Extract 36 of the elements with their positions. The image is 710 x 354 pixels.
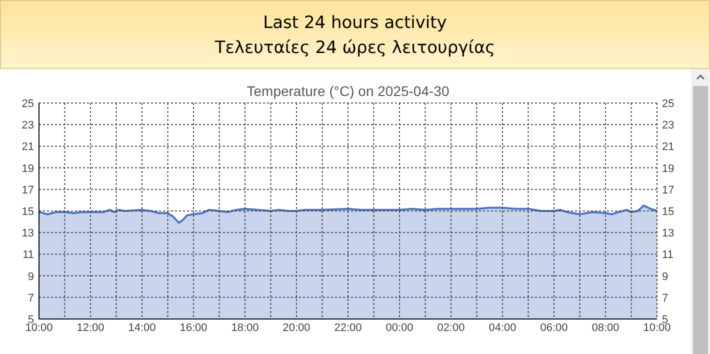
x-tick-label: 02:00 [437,322,465,334]
x-tick-label: 10:00 [25,322,53,334]
y-tick-label: 13 [22,228,34,240]
y2-tick-label: 13 [662,228,674,240]
y2-tick-label: 21 [662,141,674,154]
x-tick-label: 00:00 [386,322,414,334]
y2-tick-label: 7 [662,292,668,304]
y2-tick-label: 9 [662,270,668,283]
chart-title: Last 24 hours activity [263,13,447,33]
x-tick-label: 14:00 [128,322,156,334]
x-tick-label: 16:00 [180,322,208,334]
y-tick-label: 11 [22,249,34,262]
x-tick-label: 18:00 [231,322,259,334]
x-tick-label: 06:00 [540,322,568,334]
y-tick-label: 7 [28,292,34,304]
y2-tick-label: 25 [662,98,674,110]
x-tick-label: 20:00 [282,322,310,334]
y2-tick-label: 15 [662,206,674,218]
chart-subtitle: Τελευταίες 24 ώρες λειτουργίας [214,38,496,58]
y2-tick-label: 19 [662,162,674,175]
x-tick-label: 04:00 [488,322,516,334]
y-tick-label: 15 [22,206,34,218]
text: Temperature (°C) on 2025-04-30 [246,83,450,99]
x-tick-label: 12:00 [76,322,104,334]
y-tick-label: 17 [22,184,34,196]
y-tick-label: 21 [22,141,34,154]
x-tick-label: 08:00 [592,322,620,334]
y2-tick-label: 17 [662,184,674,196]
y2-tick-label: 23 [662,120,674,132]
x-tick-label: 10:00 [643,322,671,334]
y-tick-label: 23 [22,120,34,132]
y-tick-label: 9 [28,270,34,283]
y2-tick-label: 11 [662,249,674,262]
y-tick-label: 19 [22,162,34,175]
y-tick-label: 25 [22,98,34,110]
x-tick-label: 22:00 [334,322,362,334]
